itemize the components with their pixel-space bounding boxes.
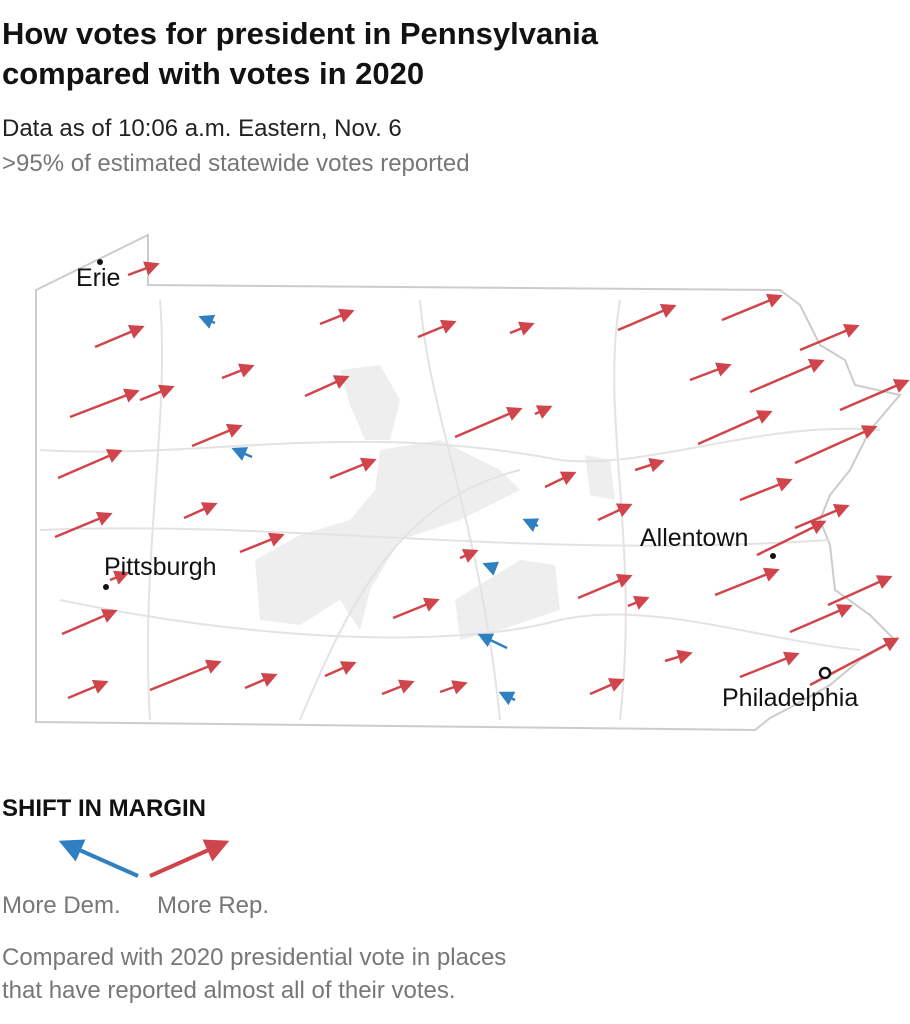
shift-arrow	[231, 447, 253, 461]
shift-arrow	[664, 649, 693, 665]
shift-arrow	[482, 561, 500, 576]
roads	[39, 299, 881, 721]
shift-arrow	[689, 362, 732, 382]
shift-arrow	[319, 308, 355, 326]
city-label: Pittsburgh	[104, 553, 217, 581]
shift-arrow	[454, 407, 523, 439]
shift-arrow	[329, 457, 377, 480]
shift-arrow	[94, 324, 145, 349]
shift-arrow	[721, 293, 783, 322]
shift-arrow	[634, 457, 665, 473]
title-line: compared with votes in 2020	[2, 56, 424, 91]
shift-arrow	[324, 661, 357, 678]
city-label: Allentown	[640, 524, 748, 552]
shift-arrow	[799, 323, 860, 352]
shift-arrow	[477, 633, 508, 650]
shift-arrow	[627, 595, 650, 610]
shift-arrow	[392, 597, 440, 620]
legend-label: More Dem.	[2, 892, 121, 919]
shaded-area	[455, 560, 560, 640]
shift-arrow	[794, 425, 878, 465]
shaded-area	[255, 440, 520, 630]
shift-arrow	[69, 388, 140, 419]
shift-arrow	[439, 680, 468, 695]
shift-arrow	[839, 379, 910, 412]
shift-arrow	[577, 573, 633, 600]
shaded-area	[340, 365, 400, 440]
shift-arrow	[714, 567, 780, 597]
shift-arrow	[617, 304, 677, 332]
shift-arrow	[794, 503, 850, 530]
shift-arrow	[417, 319, 457, 339]
shift-arrow	[739, 477, 793, 502]
shift-arrow	[756, 520, 827, 557]
legend-arrow	[58, 839, 139, 878]
shift-arrow	[244, 673, 278, 690]
shift-arrow	[139, 384, 175, 402]
shift-arrow	[749, 359, 825, 394]
shift-arrow	[459, 549, 479, 563]
shift-arrow	[221, 363, 255, 380]
shaded-area	[585, 455, 615, 500]
shift-arrow	[597, 503, 633, 522]
shift-arrow	[589, 678, 625, 696]
shift-arrow	[198, 314, 216, 329]
shift-arrow	[239, 532, 285, 554]
subtitle: Data as of 10:06 a.m. Eastern, Nov. 6	[2, 115, 402, 142]
map: Erie Pittsburgh Allentown Philadelphia	[35, 233, 910, 732]
footnote-line: Compared with 2020 presidential vote in …	[2, 944, 506, 971]
city-label: Philadelphia	[722, 684, 858, 712]
legend-title: SHIFT IN MARGIN	[2, 795, 206, 822]
shift-arrow	[697, 410, 773, 446]
shift-arrow	[149, 659, 222, 692]
shift-arrow	[739, 651, 800, 679]
city-label: Erie	[76, 264, 120, 292]
shift-arrow	[304, 375, 350, 398]
shift-arrow	[127, 261, 160, 277]
arrows	[54, 261, 910, 706]
title-line: How votes for president in Pennsylvania	[2, 16, 599, 51]
city-dot	[103, 584, 109, 590]
city-dot	[770, 553, 776, 559]
legend-label: More Rep.	[157, 892, 269, 919]
shift-arrow	[534, 405, 553, 420]
shift-arrow	[191, 423, 243, 448]
shift-arrow	[544, 471, 577, 489]
city-dot	[818, 666, 832, 680]
shift-arrow	[381, 679, 415, 696]
shift-arrow	[61, 609, 118, 636]
shift-arrow	[522, 518, 540, 532]
shift-arrow	[67, 679, 109, 700]
shift-arrow	[789, 604, 853, 634]
shift-arrow	[498, 691, 516, 706]
footnote-line: that have reported almost all of their v…	[2, 977, 456, 1004]
shift-arrow	[509, 321, 535, 336]
city-dot	[97, 259, 103, 265]
shift-arrow	[57, 449, 123, 480]
shift-arrow	[183, 502, 218, 520]
legend-arrow	[149, 839, 230, 878]
note: >95% of estimated statewide votes report…	[2, 150, 470, 177]
shift-arrow	[109, 570, 130, 585]
shift-arrow	[827, 575, 893, 607]
shift-arrow	[54, 511, 113, 539]
